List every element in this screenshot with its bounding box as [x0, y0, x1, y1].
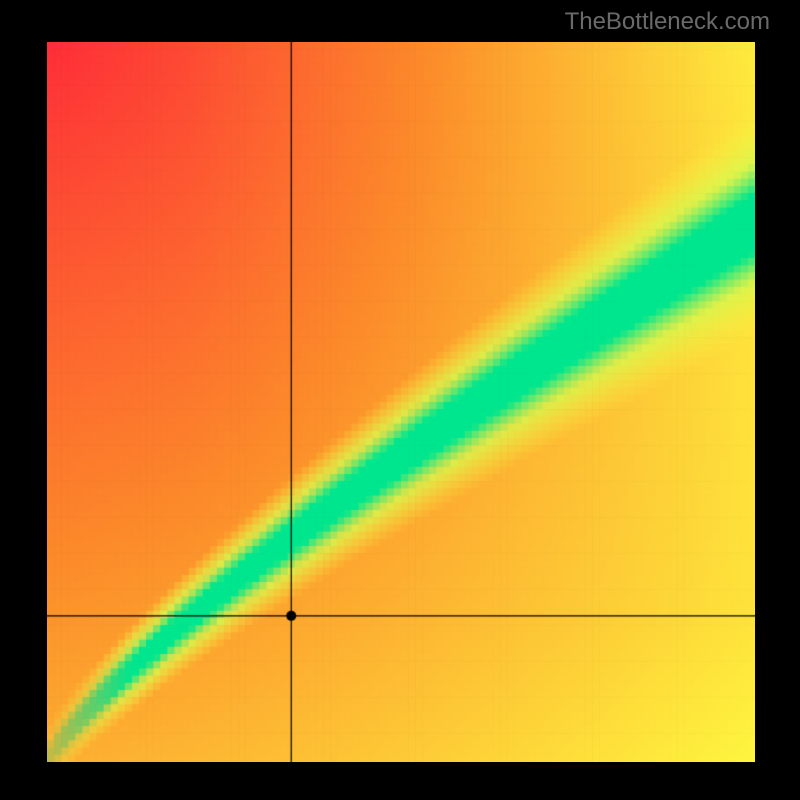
bottleneck-heatmap — [47, 42, 755, 762]
watermark-text: TheBottleneck.com — [565, 8, 770, 36]
chart-container: TheBottleneck.com — [0, 0, 800, 800]
